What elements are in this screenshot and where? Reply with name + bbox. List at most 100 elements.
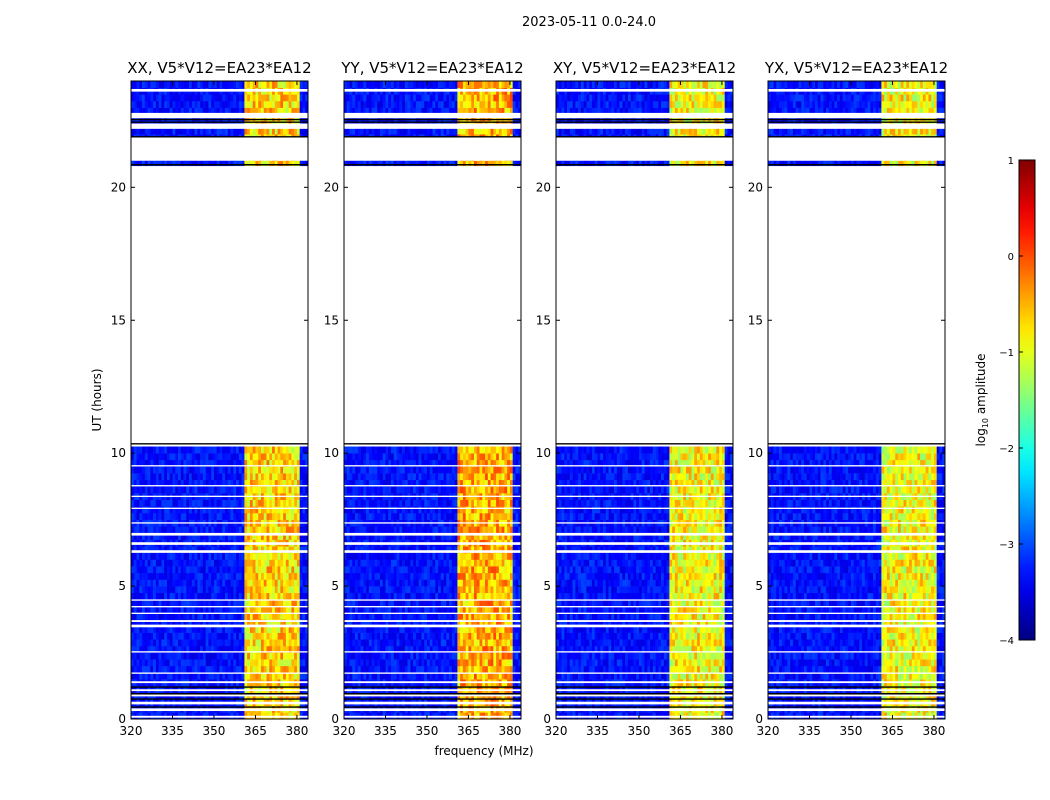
heatmap-cell [404, 625, 408, 633]
heatmap-cell [238, 612, 242, 620]
heatmap-cell [252, 619, 256, 627]
heatmap-cell [460, 659, 464, 667]
heatmap-cell [172, 526, 176, 534]
heatmap-cell [418, 579, 422, 587]
heatmap-cell [136, 499, 140, 507]
heatmap-cell [260, 586, 265, 594]
heatmap-cell [504, 645, 508, 653]
heatmap-cell [255, 459, 259, 467]
heatmap-cell [496, 672, 500, 680]
heatmap-cell [166, 479, 171, 487]
heatmap-cell [426, 665, 431, 673]
heatmap-cell [136, 579, 140, 587]
heatmap-cell [169, 473, 173, 481]
heatmap-cell [291, 625, 295, 633]
heatmap-cell [144, 566, 148, 574]
heatmap-cell [158, 127, 162, 135]
heatmap-cell [357, 672, 361, 680]
heatmap-cell [269, 586, 273, 594]
heatmap-cell [482, 566, 486, 574]
heatmap-cell [172, 107, 176, 115]
heatmap-cell [435, 672, 439, 680]
heatmap-cell [294, 579, 298, 587]
heatmap-cell [216, 127, 220, 135]
heatmap-cell [244, 566, 248, 574]
heatmap-cell [169, 586, 173, 594]
heatmap-cell [227, 572, 231, 580]
heatmap-cell [202, 107, 206, 115]
heatmap-cell [219, 625, 223, 633]
heatmap-cell [449, 632, 453, 640]
flagged-band [131, 701, 308, 705]
heatmap-cell [479, 645, 483, 653]
heatmap-cell [216, 499, 220, 507]
heatmap-cell [449, 639, 453, 647]
heatmap-cell [285, 659, 289, 667]
heatmap-cell [222, 459, 226, 467]
heatmap-cell [183, 479, 187, 487]
heatmap-cell [225, 619, 229, 627]
heatmap-cell [175, 625, 179, 633]
heatmap-cell [424, 632, 428, 640]
heatmap-cell [418, 612, 422, 620]
heatmap-cell [352, 612, 356, 620]
heatmap-cell [241, 606, 245, 613]
heatmap-cell [291, 81, 295, 88]
heatmap-cell [222, 566, 226, 574]
heatmap-cell [175, 559, 179, 567]
heatmap-cell [451, 645, 455, 653]
heatmap-cell [216, 579, 220, 587]
heatmap-cell [197, 559, 201, 567]
heatmap-cell [153, 546, 157, 554]
heatmap-cell [213, 592, 218, 600]
heatmap-cell [294, 665, 298, 673]
heatmap-cell [227, 512, 231, 520]
heatmap-cell [197, 107, 201, 115]
heatmap-cell [241, 579, 245, 587]
heatmap-cell [485, 566, 489, 574]
heatmap-cell [131, 652, 135, 660]
heatmap-cell [236, 499, 240, 507]
heatmap-cell [225, 566, 229, 574]
heatmap-cell [147, 506, 151, 514]
heatmap-cell [205, 532, 209, 540]
heatmap-cell [371, 586, 375, 594]
heatmap-cell [379, 625, 384, 633]
heatmap-cell [158, 625, 162, 633]
heatmap-cell [471, 599, 475, 607]
heatmap-cell [189, 512, 193, 520]
heatmap-cell [191, 81, 195, 88]
heatmap-cell [274, 659, 278, 667]
heatmap-cell [200, 459, 204, 467]
heatmap-cell [139, 479, 143, 487]
heatmap-cell [136, 453, 140, 461]
heatmap-cell [399, 659, 403, 667]
heatmap-cell [197, 586, 201, 594]
heatmap-cell [418, 639, 422, 647]
heatmap-cell [274, 606, 278, 613]
heatmap-cell [498, 586, 502, 594]
heatmap-cell [344, 632, 348, 640]
heatmap-cell [344, 665, 348, 673]
heatmap-cell [285, 606, 289, 613]
heatmap-cell [374, 586, 378, 594]
heatmap-cell [294, 652, 298, 660]
heatmap-cell [460, 572, 464, 580]
heatmap-cell [294, 572, 298, 580]
heatmap-cell [272, 566, 276, 574]
heatmap-cell [161, 659, 165, 667]
heatmap-cell [219, 572, 223, 580]
heatmap-cell [507, 579, 511, 587]
heatmap-cell [302, 486, 306, 494]
heatmap-cell [164, 645, 168, 653]
heatmap-cell [139, 453, 143, 461]
heatmap-cell [355, 566, 359, 574]
heatmap-cell [377, 639, 381, 647]
heatmap-cell [263, 606, 267, 613]
heatmap-cell [211, 592, 215, 600]
heatmap-cell [186, 672, 190, 680]
heatmap-cell [172, 532, 176, 540]
heatmap-cell [200, 612, 204, 620]
heatmap-cell [202, 672, 206, 680]
heatmap-cell [260, 446, 265, 454]
